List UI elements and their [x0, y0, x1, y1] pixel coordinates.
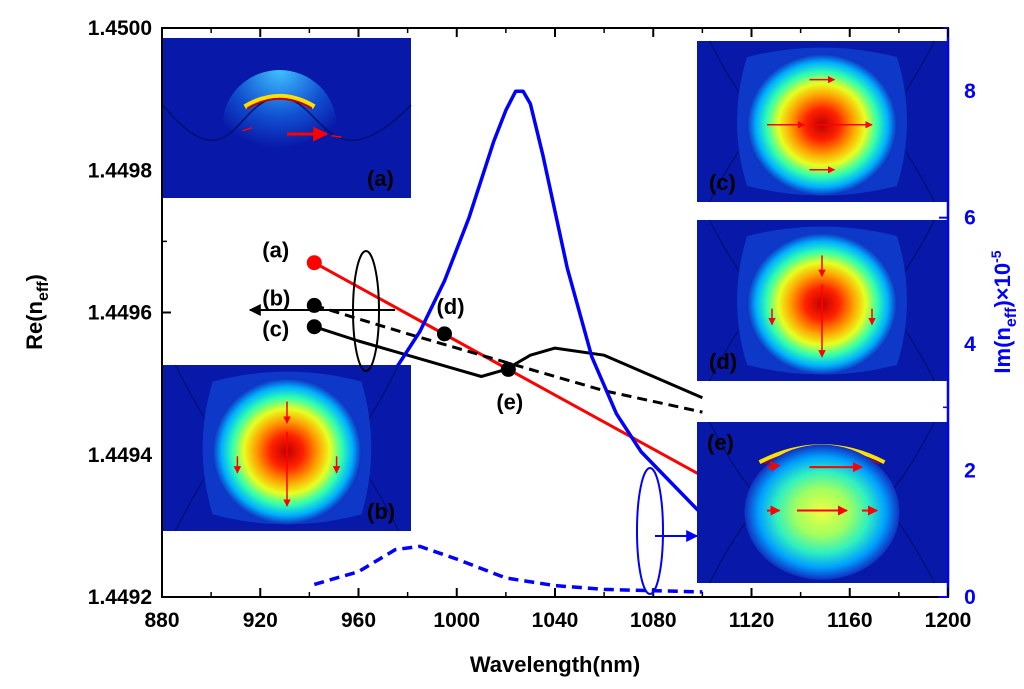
inset-a-surface-core — [246, 97, 313, 110]
axis-ticks: 880 920 960 1000 1040 1080 1120 1160 1200 1.4492 1… — [88, 17, 976, 632]
x-tick-label: 1160 — [827, 609, 873, 632]
series-line-im-neff-dashed — [313, 544, 703, 594]
annotation-e: (e) — [496, 389, 523, 414]
y-right-sub: eff — [1003, 307, 1020, 327]
y-left-main: Re(n — [22, 301, 47, 350]
y-left-sub: eff — [35, 281, 52, 301]
y-right-tick-label: 4 — [964, 333, 976, 356]
annotation-a: (a) — [262, 238, 289, 263]
inset-a: (a) — [162, 38, 412, 198]
annotation-d: (d) — [436, 294, 464, 319]
x-tick-label: 1120 — [729, 609, 775, 632]
inset-e-label: (e) — [707, 430, 734, 455]
inset-b-label: (b) — [367, 499, 395, 524]
overlay: (a) (b) (c) (d) (e) — [248, 238, 699, 595]
y-left-tick-label: 1.4498 — [88, 159, 153, 182]
x-tick-label: 1000 — [433, 609, 480, 632]
inset-a-surface-field — [243, 94, 316, 109]
inset-a-label: (a) — [367, 166, 394, 191]
series-line--b- — [313, 303, 703, 414]
inset-e-core-mode — [744, 444, 900, 580]
inset-a-polarization-arrow — [331, 134, 342, 138]
x-tick-label: 960 — [341, 609, 376, 632]
inset-d-label: (d) — [709, 349, 737, 374]
y-left-tick-label: 1.4492 — [88, 586, 152, 609]
y-axis-label-left: Re(neff) — [22, 274, 52, 350]
y-right-tick-label: 2 — [964, 460, 976, 483]
inset-c: (c) — [697, 40, 947, 203]
marker-e — [500, 361, 516, 377]
y-axis-label-right: Im(neff)×10-5 — [988, 250, 1020, 373]
x-tick-label: 1040 — [532, 609, 579, 632]
marker-c — [306, 319, 322, 335]
y-left-tick-label: 1.4496 — [88, 302, 152, 325]
annotation-c: (c) — [262, 317, 289, 342]
inset-b: (b) — [163, 364, 411, 532]
x-tick-label: 920 — [243, 609, 278, 632]
inset-a-polarization-arrow — [242, 126, 253, 132]
inset-c-label: (c) — [709, 170, 736, 195]
marker-d — [436, 326, 452, 342]
right-axis-group-ellipse — [636, 467, 664, 595]
marker-a — [306, 255, 322, 271]
insets: (a) (b) (c) (d) (e) — [162, 38, 947, 584]
y-left-tick-label: 1.4494 — [88, 444, 153, 467]
annotation-b: (b) — [262, 285, 290, 310]
y-left-close: ) — [22, 274, 47, 281]
x-axis-label: Wavelength(nm) — [470, 652, 640, 677]
y-right-exp: -5 — [988, 250, 1004, 263]
y-left-tick-label: 1.4500 — [88, 17, 152, 40]
y-right-main: Im(n — [990, 327, 1015, 373]
x-tick-label: 1080 — [630, 609, 677, 632]
inset-e: (e) — [697, 421, 947, 584]
inset-d: (d) — [697, 219, 947, 382]
x-tick-label: 880 — [144, 609, 179, 632]
inset-e-polarization-arrow — [766, 461, 781, 472]
y-right-tick-label: 8 — [964, 80, 976, 103]
y-right-close: )×10 — [990, 263, 1015, 308]
y-right-tick-label: 6 — [964, 207, 976, 230]
y-right-tick-label: 0 — [964, 586, 976, 609]
x-tick-label: 1200 — [925, 609, 972, 632]
inset-a-glow — [222, 70, 337, 182]
